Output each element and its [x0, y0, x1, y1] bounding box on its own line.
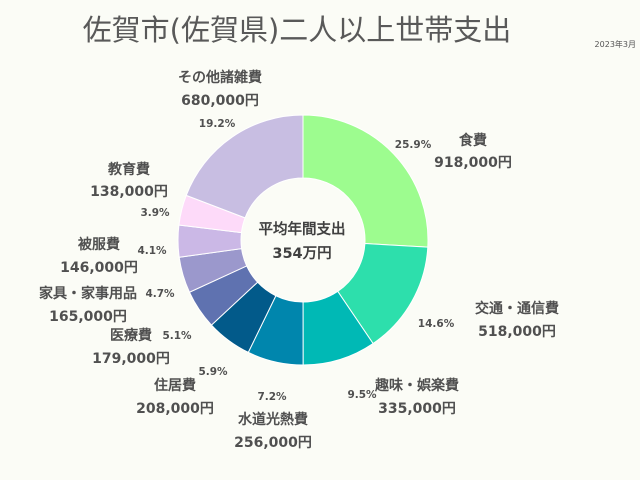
slice-percent-5: 5.1% [162, 330, 192, 342]
slice-value-6: 165,000円 [49, 309, 127, 325]
slice-9 [185, 114, 304, 219]
slice-percent-0: 25.9% [395, 139, 432, 151]
slice-value-4: 208,000円 [136, 401, 214, 417]
slice-label-9: その他諸雑費 [178, 69, 262, 86]
chart-date: 2023年3月 [595, 39, 636, 49]
slice-label-0: 食費 [459, 132, 487, 149]
slice-percent-2: 9.5% [347, 389, 377, 401]
slices-group [177, 114, 429, 366]
slice-label-5: 医療費 [110, 327, 152, 344]
slice-value-3: 256,000円 [234, 435, 312, 451]
slice-label-3: 水道光熱費 [238, 411, 308, 428]
slice-value-7: 146,000円 [60, 260, 138, 276]
slice-label-4: 住居費 [154, 377, 196, 394]
slice-label-6: 家具・家事用品 [39, 285, 137, 302]
chart-title: 佐賀市(佐賀県)二人以上世帯支出 [83, 13, 512, 47]
slice-value-2: 335,000円 [378, 401, 456, 417]
slice-value-1: 518,000円 [478, 324, 556, 340]
slice-percent-9: 19.2% [199, 118, 236, 130]
slice-label-8: 教育費 [108, 161, 150, 178]
center-label-total: 354万円 [272, 245, 331, 262]
slice-value-0: 918,000円 [434, 155, 512, 171]
slice-percent-4: 5.9% [198, 366, 228, 378]
slice-0 [302, 114, 429, 248]
slice-percent-6: 4.7% [145, 288, 175, 300]
slice-value-5: 179,000円 [92, 351, 170, 367]
slice-percent-3: 7.2% [257, 391, 287, 403]
slice-label-2: 趣味・娯楽費 [374, 377, 459, 394]
slice-label-7: 被服費 [78, 236, 120, 253]
center-label-title: 平均年間支出 [259, 220, 346, 238]
slice-percent-7: 4.1% [137, 245, 167, 257]
slice-value-9: 680,000円 [181, 93, 259, 109]
slice-percent-1: 14.6% [418, 318, 455, 330]
slice-label-1: 交通・通信費 [475, 300, 559, 317]
slice-percent-8: 3.9% [140, 207, 170, 219]
slice-value-8: 138,000円 [90, 184, 168, 200]
